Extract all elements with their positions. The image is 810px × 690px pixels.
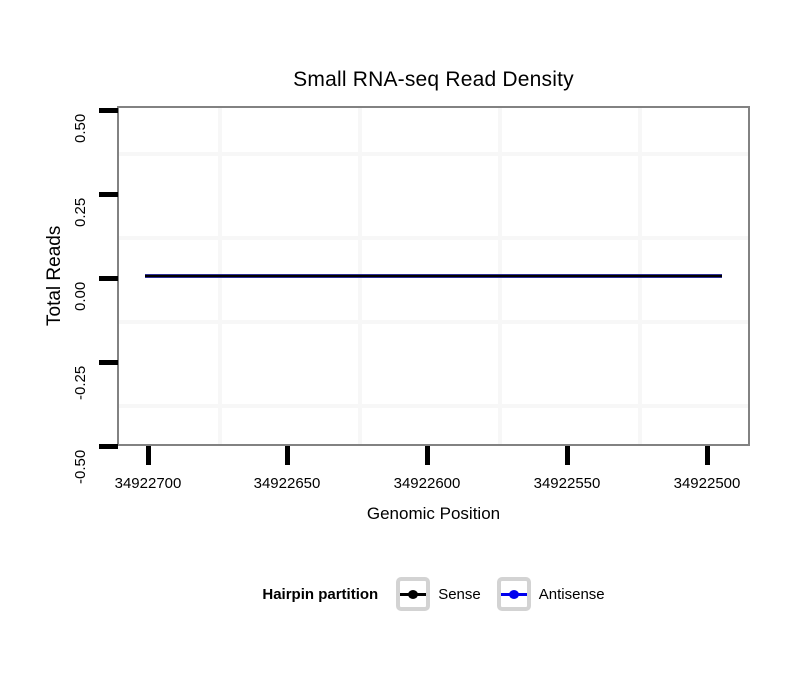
x-tick-label: 34922650 (253, 475, 321, 492)
x-tick (146, 446, 151, 465)
y-tick-label: 0.25 (72, 198, 89, 228)
x-tick (425, 446, 430, 465)
legend-title: Hairpin partition (262, 585, 379, 603)
x-tick-label: 34922600 (393, 475, 461, 492)
y-tick (99, 360, 118, 365)
y-axis-title: Total Reads (44, 225, 65, 327)
x-tick (565, 446, 570, 465)
x-tick (705, 446, 710, 465)
legend-key-antisense (496, 577, 531, 611)
legend-label-antisense: Antisense (538, 585, 605, 603)
minor-gridline-horizontal (119, 236, 748, 240)
x-tick (285, 446, 290, 465)
x-tick-label: 34922700 (114, 475, 182, 492)
y-tick (99, 192, 118, 197)
antisense-point-swatch (508, 589, 519, 599)
legend-label-sense: Sense (438, 585, 481, 603)
chart-title: Small RNA-seq Read Density (293, 68, 574, 91)
y-tick-label: -0.25 (72, 366, 89, 401)
x-tick-label: 34922550 (533, 475, 601, 492)
legend-key-sense (396, 577, 431, 611)
y-tick-label: 0.50 (72, 114, 89, 144)
y-tick (99, 276, 118, 281)
plot-panel (117, 106, 750, 446)
y-tick (99, 444, 118, 449)
sense-point-swatch (408, 589, 419, 599)
legend-entry-sense: Sense (396, 577, 481, 611)
minor-gridline-horizontal (119, 152, 748, 156)
y-tick (99, 108, 118, 113)
minor-gridline-horizontal (119, 320, 748, 324)
legend-entry-antisense: Antisense (496, 577, 605, 611)
x-tick-label: 34922500 (673, 475, 741, 492)
x-axis-title: Genomic Position (366, 504, 501, 523)
y-tick-label: 0.00 (72, 282, 89, 312)
minor-gridline-horizontal (119, 404, 748, 408)
legend: Hairpin partition Sense Antisense (117, 576, 750, 612)
read-density-line-sense-antisense-overlap (145, 274, 722, 278)
